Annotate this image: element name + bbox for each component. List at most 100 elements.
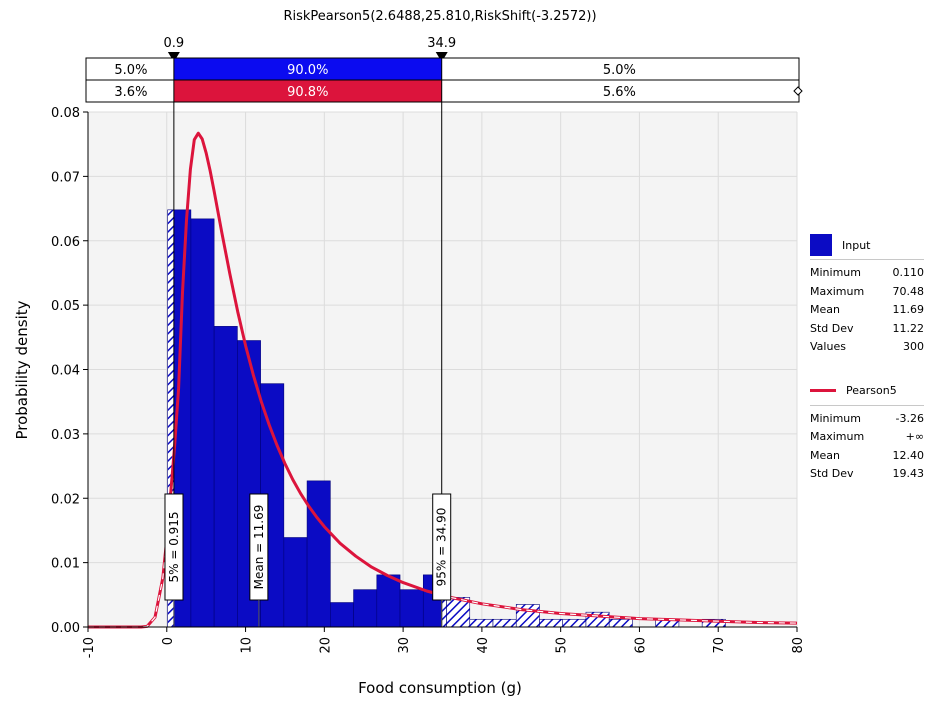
legend-divider	[810, 404, 924, 406]
fit-curve-layer	[88, 131, 798, 629]
histogram-bar	[516, 604, 540, 627]
x-tick-label: 50	[555, 637, 570, 654]
histogram-bar	[441, 574, 447, 627]
legend-panel: Input Minimum 0.110 Maximum 70.48 Mean 11.69 S…	[810, 233, 924, 484]
legend-stat-row: Std Dev 19.43	[810, 465, 924, 484]
x-axis-label: Food consumption (g)	[358, 679, 522, 697]
legend-stat-label: Values	[810, 340, 846, 353]
legend-stat-label: Minimum	[810, 266, 861, 279]
legend-stat-row: Mean 12.40	[810, 447, 924, 466]
legend-stat-value: 0.110	[892, 266, 925, 279]
legend-stat-row: Maximum +∞	[810, 428, 924, 447]
legend-input-header: Input	[810, 233, 924, 257]
legend-stat-value: 11.69	[892, 303, 925, 316]
band-right-percent: 5.0%	[603, 63, 636, 78]
legend-stat-row: Minimum -3.26	[810, 410, 924, 429]
legend-stat-value: -3.26	[895, 411, 924, 425]
fit-curve-tail-dash	[450, 596, 798, 624]
legend-stat-label: Maximum	[810, 284, 865, 298]
y-tick-label: 0.00	[51, 621, 80, 636]
legend-stat-value: +∞	[905, 430, 924, 443]
y-tick-label: 0.04	[51, 364, 80, 379]
y-tick-label: 0.02	[51, 492, 80, 507]
y-tick-label: 0.05	[51, 299, 80, 314]
band-row-middle	[173, 79, 443, 103]
delimiter-value: 0.9	[164, 36, 185, 51]
marker-labels: 5% = 0.915 Mean = 11.69 95% = 34.90	[164, 493, 452, 627]
legend-stat-row: Mean 11.69	[810, 301, 924, 320]
legend-divider	[810, 259, 924, 260]
y-tick-label: 0.01	[51, 557, 80, 572]
delimiter-triangle-icon	[167, 52, 180, 62]
histogram-bar	[353, 589, 377, 627]
histogram-bar	[655, 619, 679, 627]
legend-stat-value: 19.43	[892, 467, 925, 480]
x-tick-label: 70	[712, 637, 727, 654]
legend-stat-value: 70.48	[892, 284, 925, 298]
marker-label: 5% = 0.915	[167, 511, 181, 582]
chart-title: RiskPearson5(2.6488,25.810,RiskShift(-3.…	[283, 9, 596, 24]
legend-fit-title: Pearson5	[846, 384, 897, 397]
legend-fit-header: Pearson5	[810, 379, 924, 403]
legend-stat-label: Mean	[810, 303, 840, 316]
fit-curve-tail-dash	[88, 493, 172, 628]
legend-stat-row: Std Dev 11.22	[810, 320, 924, 339]
histogram-bar	[283, 537, 308, 627]
legend-input-title: Input	[842, 238, 871, 252]
y-tick-label: 0.08	[51, 106, 80, 121]
band-middle-percent: 90.8%	[287, 85, 328, 100]
axes: -10 0 10 20 30 40 50 60 70 80 0.00 0.01 0.02 0.03 0.04…	[51, 106, 806, 658]
legend-stat-row: Maximum 70.48	[810, 283, 924, 302]
marker-label: 95% = 34.90	[435, 508, 449, 587]
y-tick-label: 0.06	[51, 235, 80, 250]
x-tick-label: -10	[82, 637, 97, 658]
y-axis-label: Probability density	[13, 300, 31, 439]
histogram-bar	[609, 619, 633, 627]
legend-stat-value: 300	[903, 340, 924, 353]
histogram-bar	[307, 480, 331, 627]
histogram-bar	[330, 602, 354, 627]
histogram-bar	[214, 326, 238, 627]
histogram-bar	[469, 619, 493, 627]
legend-stat-label: Minimum	[810, 411, 861, 425]
band-handle-icon	[793, 86, 803, 96]
band-right-percent: 5.6%	[603, 85, 636, 100]
legend-stat-label: Std Dev	[810, 467, 854, 480]
x-tick-label: 30	[397, 637, 412, 654]
marker-label: Mean = 11.69	[252, 505, 266, 590]
band-left-percent: 3.6%	[114, 85, 147, 100]
band-middle-percent: 90.0%	[287, 63, 328, 78]
histogram-bar	[167, 209, 174, 627]
probability-band: 5.0% 90.0% 5.0% 3.6% 90.8% 5.6%	[85, 57, 803, 103]
y-tick-label: 0.07	[51, 170, 80, 185]
y-tick-label: 0.03	[51, 428, 80, 443]
legend-input-swatch	[810, 234, 832, 256]
legend-stat-label: Mean	[810, 448, 840, 462]
x-tick-label: 60	[633, 637, 648, 654]
histogram-bar	[492, 619, 517, 627]
legend-stat-row: Minimum 0.110	[810, 264, 924, 283]
histogram-bar	[539, 619, 563, 627]
legend-stat-value: 12.40	[892, 448, 925, 462]
x-tick-label: 40	[476, 637, 491, 654]
delimiter-value: 34.9	[427, 36, 456, 51]
legend-input-stats: Minimum 0.110 Maximum 70.48 Mean 11.69 Std Dev…	[810, 264, 924, 357]
histogram-bars	[167, 209, 726, 628]
histogram-bar	[446, 597, 470, 627]
histogram-bar	[376, 574, 401, 627]
band-left-percent: 5.0%	[114, 63, 147, 78]
x-tick-label: 10	[240, 637, 255, 654]
delimiter-triangle-icon	[435, 52, 448, 62]
x-tick-label: 80	[791, 637, 806, 654]
legend-stat-label: Maximum	[810, 430, 865, 443]
histogram-bar	[190, 218, 215, 628]
x-tick-label: 0	[161, 637, 176, 645]
x-tick-label: 20	[318, 637, 333, 654]
legend-fit-swatch	[810, 389, 836, 392]
histogram-bar	[702, 619, 726, 627]
legend-stat-value: 11.22	[892, 321, 925, 335]
legend-stat-label: Std Dev	[810, 321, 854, 335]
histogram-bar	[400, 589, 424, 627]
